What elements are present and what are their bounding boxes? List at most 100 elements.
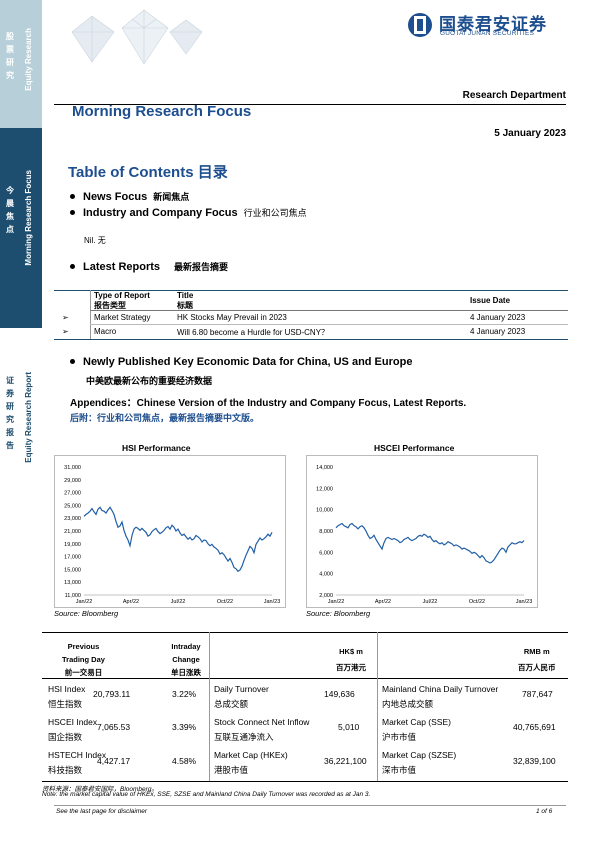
sidebar-en-bot: Equity Research Report bbox=[24, 372, 33, 463]
report-type: Macro bbox=[94, 327, 117, 336]
y-tick-label: 14,000 bbox=[316, 465, 333, 471]
hscei-chart-title: HSCEI Performance bbox=[374, 443, 455, 453]
index-name: HSTECH Index 科技指数 bbox=[48, 750, 107, 775]
x-tick-label: Apr/22 bbox=[123, 599, 139, 605]
hk-metric: Stock Connect Net Inflow 互联互通净流入 bbox=[214, 717, 310, 742]
sidebar-research-report: 证券研究报告 Equity Research Report bbox=[0, 328, 42, 496]
hk-metric: Daily Turnover 总成交额 bbox=[214, 684, 269, 709]
appendix-cn: 后附：行业和公司焦点，最新报告摘要中文版。 bbox=[70, 413, 260, 423]
index-value: 20,793.11 bbox=[93, 689, 131, 699]
toc-item-latest-reports[interactable]: Latest Reports 最新报告摘要 bbox=[70, 260, 228, 273]
index-change: 3.39% bbox=[172, 722, 197, 732]
report-date: 4 January 2023 bbox=[470, 313, 526, 322]
hk-metric: Market Cap (HKEx) 港股市值 bbox=[214, 750, 288, 775]
report-date: 5 January 2023 bbox=[494, 128, 566, 139]
hk-value: 5,010 bbox=[338, 722, 360, 732]
hscei-chart-frame bbox=[306, 455, 538, 608]
market-table-divider bbox=[209, 632, 210, 782]
market-table-header-border bbox=[42, 678, 568, 679]
series-line bbox=[335, 522, 525, 564]
y-tick-label: 25,000 bbox=[64, 503, 81, 509]
diamond-decoration bbox=[71, 9, 203, 65]
market-table-bottom-border bbox=[42, 781, 568, 782]
th-intraday-change: Intraday Change 单日涨跌 bbox=[171, 642, 201, 677]
x-tick-label: Oct/22 bbox=[469, 599, 485, 605]
reports-table-header-border bbox=[90, 310, 568, 311]
row-marker-icon: ➢ bbox=[62, 327, 69, 336]
th-previous-day: Previous Trading Day 前一交易日 bbox=[62, 642, 105, 677]
nil-note: Nil. 无 bbox=[84, 236, 106, 245]
x-tick-label: Jan/23 bbox=[264, 599, 281, 605]
th-rmb: RMB m 百万人民币 bbox=[518, 647, 556, 672]
th-type: Type of Report 报告类型 bbox=[94, 291, 150, 310]
reports-table-divider bbox=[90, 290, 91, 339]
department-label: Research Department bbox=[462, 90, 566, 101]
row-marker-icon: ➢ bbox=[62, 313, 69, 322]
cn-value: 40,765,691 bbox=[513, 722, 556, 732]
y-tick-label: 27,000 bbox=[64, 491, 81, 497]
row-divider bbox=[90, 324, 568, 325]
market-cap-note: Note: the market capital value of HKEx, … bbox=[42, 791, 371, 798]
y-tick-label: 6,000 bbox=[319, 550, 333, 556]
page-number: 1 of 6 bbox=[536, 808, 553, 815]
econ-data-heading[interactable]: Newly Published Key Economic Data for Ch… bbox=[70, 356, 412, 368]
y-tick-label: 29,000 bbox=[64, 478, 81, 484]
toc-item-news-focus[interactable]: News Focus 新闻焦点 bbox=[70, 190, 189, 203]
bullet-icon bbox=[70, 358, 75, 364]
reports-table-top-border bbox=[54, 290, 568, 291]
logo-text-en: GUOTAI JUNAN SECURITIES bbox=[440, 30, 535, 37]
disclaimer-link[interactable]: See the last page for disclaimer bbox=[56, 808, 148, 815]
report-date: 4 January 2023 bbox=[470, 327, 526, 336]
x-tick-label: Oct/22 bbox=[217, 599, 233, 605]
source-note-cn: 资料来源：国泰君安国际，Bloomberg。 bbox=[42, 786, 158, 793]
x-tick-label: Jan/23 bbox=[516, 599, 533, 605]
hsi-chart-source: Source: Bloomberg bbox=[54, 609, 119, 618]
econ-data-heading-cn: 中美欧最新公布的重要经济数据 bbox=[86, 376, 213, 386]
hk-value: 149,636 bbox=[324, 689, 355, 699]
index-name: HSCEI Index 国企指数 bbox=[48, 717, 98, 742]
index-value: 4,427.17 bbox=[97, 756, 131, 766]
index-name: HSI Index 恒生指数 bbox=[48, 684, 86, 709]
market-table-top-border bbox=[42, 632, 568, 633]
header-divider bbox=[54, 104, 566, 105]
sidebar-en-mid: Morning Research Focus bbox=[24, 170, 33, 266]
y-tick-label: 11,000 bbox=[65, 593, 81, 599]
x-tick-label: Jan/22 bbox=[328, 599, 345, 605]
company-logo: 国泰君安证券 GUOTAI JUNAN SECURITIES bbox=[405, 10, 577, 40]
th-hkd: HK$ m 百万港元 bbox=[336, 647, 366, 672]
x-tick-label: Jan/22 bbox=[76, 599, 93, 605]
reports-table-bottom-border bbox=[54, 339, 568, 340]
hsi-chart-title: HSI Performance bbox=[122, 443, 191, 453]
report-title-link[interactable]: HK Stocks May Prevail in 2023 bbox=[177, 313, 287, 322]
sidebar-cn-bot: 证券研究报告 bbox=[6, 376, 14, 450]
appendix-en: Appendices：Chinese Version of the Indust… bbox=[70, 398, 467, 409]
cn-value: 787,647 bbox=[522, 689, 553, 699]
bullet-icon bbox=[70, 263, 75, 269]
logo-mark-icon bbox=[408, 13, 432, 37]
index-change: 4.58% bbox=[172, 756, 197, 766]
y-tick-label: 2,000 bbox=[319, 593, 333, 599]
hscei-chart: 14,00012,00010,0008,0006,0004,0002,000Ja… bbox=[316, 465, 533, 605]
hscei-chart-source: Source: Bloomberg bbox=[306, 609, 371, 618]
toc-item-industry-focus[interactable]: Industry and Company Focus 行业和公司焦点 bbox=[70, 206, 307, 219]
cn-metric: Mainland China Daily Turnover 内地总成交额 bbox=[382, 684, 499, 709]
y-tick-label: 8,000 bbox=[319, 529, 333, 535]
y-tick-label: 12,000 bbox=[316, 486, 333, 492]
th-date: Issue Date bbox=[470, 296, 511, 305]
bullet-icon bbox=[70, 209, 75, 215]
y-tick-label: 23,000 bbox=[64, 516, 81, 522]
cn-value: 32,839,100 bbox=[513, 756, 556, 766]
sidebar-equity-research: 股票研究 Equity Research bbox=[0, 0, 42, 128]
th-title: Title 标题 bbox=[177, 291, 194, 310]
y-tick-label: 21,000 bbox=[64, 529, 81, 535]
index-change: 3.22% bbox=[172, 689, 197, 699]
y-tick-label: 15,000 bbox=[64, 567, 81, 573]
x-tick-label: Jul/22 bbox=[423, 599, 438, 605]
y-tick-label: 17,000 bbox=[64, 555, 81, 561]
x-tick-label: Apr/22 bbox=[375, 599, 391, 605]
report-title-link[interactable]: Will 6.80 become a Hurdle for USD-CNY？ bbox=[177, 328, 330, 337]
sidebar-morning-focus: 今晨焦点 Morning Research Focus bbox=[0, 128, 42, 328]
report-type: Market Strategy bbox=[94, 313, 151, 322]
sidebar-cn-mid: 今晨焦点 bbox=[6, 186, 14, 234]
x-tick-label: Jul/22 bbox=[171, 599, 186, 605]
